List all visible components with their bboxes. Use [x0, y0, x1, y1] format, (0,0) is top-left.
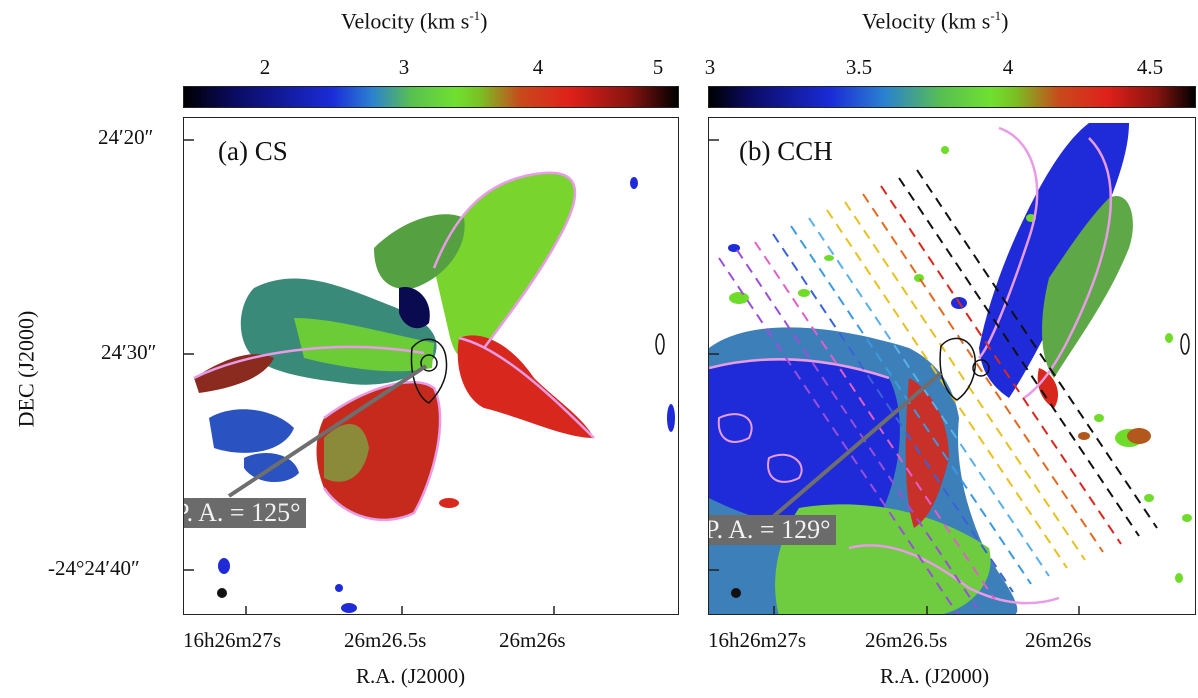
- emission-region: [1042, 196, 1133, 378]
- contour: [717, 413, 753, 443]
- ra-tick-a: 26m26s: [499, 628, 566, 652]
- colorbar-tick-b: 3.5: [845, 55, 873, 79]
- pa-line-b: [772, 371, 943, 518]
- emission-region: [709, 359, 900, 529]
- panel-label-a: (a) CS: [218, 136, 288, 166]
- central-contour: [939, 337, 976, 401]
- contour: [767, 453, 803, 483]
- dashed-cuts: [718, 169, 1158, 614]
- contour: [709, 358, 890, 380]
- pa-label-b: P. A. = 129°: [709, 515, 837, 545]
- colorbar-title-b: Velocity (km s-1): [862, 8, 1009, 34]
- pa-line-a: [227, 364, 428, 498]
- emission-region: [324, 424, 369, 482]
- contour: [978, 126, 1039, 359]
- ra-tick-b: 26m26.5s: [865, 628, 948, 652]
- emission-region: [979, 123, 1129, 398]
- contour: [432, 171, 577, 349]
- colorbar-tick-b: 4: [1002, 55, 1014, 79]
- colorbar-title-a: Velocity (km s-1): [341, 8, 488, 34]
- xlabel-a: R.A. (J2000): [356, 664, 466, 688]
- colorbar-tick-a: 5: [652, 55, 664, 79]
- contour: [193, 345, 425, 380]
- ra-tick-a: 16h26m27s: [183, 628, 282, 652]
- emission-region: [434, 172, 576, 361]
- panel-label-b: (b) CCH: [739, 136, 833, 166]
- contour: [1023, 137, 1113, 400]
- dec-tick: 24′30″: [101, 340, 157, 364]
- emission-region: [1037, 368, 1059, 408]
- colorbar-tick-a: 2: [259, 55, 271, 79]
- colorbar-a: [183, 86, 679, 108]
- central-contour: [410, 338, 448, 404]
- colorbar-tick-b: 4.5: [1136, 55, 1164, 79]
- velocity-map-a: [184, 139, 675, 614]
- colorbar-tick-a: 3: [398, 55, 410, 79]
- ylabel: DEC (J2000): [13, 310, 39, 428]
- emission-region: [209, 409, 294, 453]
- ra-tick-b: 26m26s: [1025, 628, 1092, 652]
- colorbar-b: [708, 86, 1196, 108]
- ra-tick-a: 26m26.5s: [344, 628, 427, 652]
- emission-region: [194, 354, 274, 393]
- map-frame-a: (a) CS P. A. = 125°: [183, 117, 679, 615]
- emission-region: [399, 287, 430, 329]
- emission-region: [905, 378, 949, 528]
- map-frame-b: (b) CCH P. A. = 129°: [708, 117, 1196, 615]
- colorbar-tick-b: 3: [704, 55, 716, 79]
- velocity-map-b: [709, 123, 1192, 614]
- pa-label-a: P. A. = 125°: [184, 498, 307, 528]
- xlabel-b: R.A. (J2000): [880, 664, 990, 688]
- colorbar-tick-a: 4: [532, 55, 544, 79]
- emission-region: [457, 335, 594, 438]
- dec-tick: 24′20″: [98, 125, 154, 149]
- contour: [458, 336, 595, 439]
- contour: [848, 544, 1060, 605]
- dec-tick: -24°24′40″: [48, 556, 140, 580]
- emission-region: [294, 318, 434, 372]
- contour: [322, 380, 442, 522]
- emission-region: [374, 214, 465, 289]
- ra-tick-b: 16h26m27s: [708, 628, 807, 652]
